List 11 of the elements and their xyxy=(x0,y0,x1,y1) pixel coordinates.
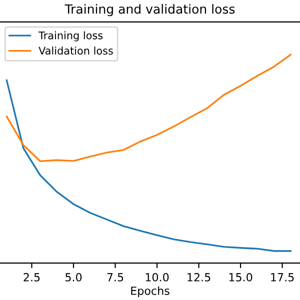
x-tick-label: 5.0 xyxy=(66,273,82,282)
x-tick-label: 2.5 xyxy=(24,273,40,282)
legend-label: Validation loss xyxy=(38,46,113,55)
x-tick-label: 10.0 xyxy=(146,273,169,282)
x-tick-label: 12.5 xyxy=(188,273,210,282)
x-tick-label: 7.5 xyxy=(107,273,124,282)
x-axis-title: Epochs xyxy=(131,286,170,298)
legend-label: Training loss xyxy=(38,31,103,42)
x-tick-label: 15.0 xyxy=(229,273,252,282)
x-tick-label: 17.5 xyxy=(271,273,294,282)
chart-title: Training and validation loss xyxy=(64,4,235,16)
